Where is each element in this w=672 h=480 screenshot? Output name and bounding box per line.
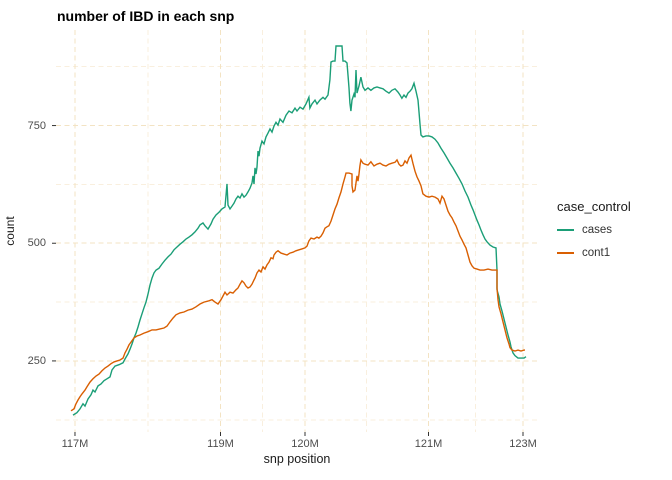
x-tick-label-120M: 120M	[291, 438, 319, 450]
cases-line-key-icon	[557, 229, 574, 231]
legend-label-cont1: cont1	[582, 247, 611, 259]
y-axis-title: count	[3, 216, 17, 246]
legend-item-cases: cases	[557, 223, 631, 237]
chart-title: number of IBD in each snp	[57, 8, 235, 24]
series-line-cont1	[70, 153, 525, 412]
x-tick-label-117M: 117M	[61, 438, 89, 450]
x-tick-label-121M: 121M	[414, 438, 443, 450]
legend-label-cases: cases	[582, 224, 613, 236]
y-tick-label-750: 750	[27, 119, 46, 132]
x-tick-label-119M: 119M	[207, 438, 234, 450]
y-tick-label-250: 250	[27, 354, 46, 367]
y-tick-label-500: 500	[27, 237, 46, 250]
legend-title: case_control	[557, 199, 631, 214]
x-axis-title: snp position	[263, 452, 331, 466]
legend-item-cont1: cont1	[557, 246, 631, 260]
series-line-cases	[72, 45, 527, 416]
cont1-line-key-icon	[557, 252, 574, 254]
legend: case_control cases cont1	[557, 199, 631, 269]
x-tick-label-123M: 123M	[509, 438, 537, 450]
